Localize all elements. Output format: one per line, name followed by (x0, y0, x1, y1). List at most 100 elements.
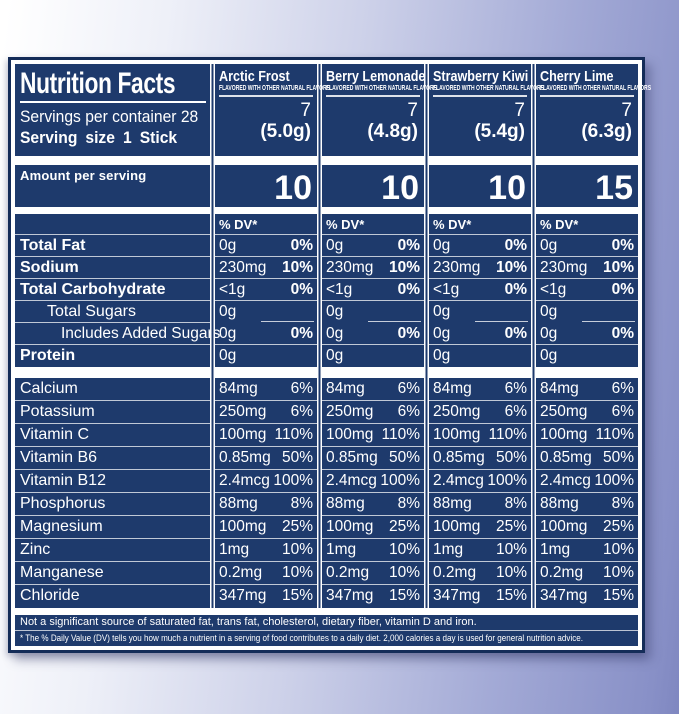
nutrient-row: Includes Added Sugars 0g 0% 0g 0% 0g 0% 0g 0% (15, 323, 638, 345)
dv-value: 6% (290, 380, 313, 397)
dv-value: 25% (602, 518, 634, 535)
separator-bar-segment (15, 367, 210, 378)
column-divider (317, 516, 322, 539)
nutrient-row: Sodium 230mg 10% 230mg 10% 230mg 10% 230mg 10% (15, 257, 638, 279)
dv-header: % DV* (322, 214, 424, 235)
column-divider (317, 214, 322, 235)
amount-value: 0.2mg (540, 564, 584, 581)
dv-value: 8% (290, 495, 313, 512)
mineral-value-cell: 250mg 6% (429, 401, 531, 424)
column-divider (424, 585, 429, 608)
mineral-rows-section: Calcium 84mg 6% 84mg 6% 84mg 6% 84mg 6% Potassium… (15, 378, 638, 608)
amount-value: 0g (540, 237, 558, 254)
flavor-servings: 7 (407, 99, 418, 121)
column-divider (531, 156, 536, 165)
mineral-value-cell: 2.4mcg 100% (429, 470, 531, 493)
amount-value: 0.85mg (219, 449, 271, 466)
column-divider (531, 493, 536, 516)
column-divider (210, 424, 215, 447)
mineral-value-cell: 88mg 8% (536, 493, 638, 516)
dv-value: 110% (488, 426, 528, 443)
dv-value: 110% (381, 426, 421, 443)
column-divider (317, 493, 322, 516)
column-divider (317, 279, 322, 301)
column-divider (531, 345, 536, 367)
mineral-label: Zinc (15, 539, 210, 562)
column-divider (210, 301, 215, 323)
column-divider (424, 562, 429, 585)
nutrient-value-cell: 230mg 10% (322, 257, 424, 279)
nutrient-value-cell: <1g 0% (536, 279, 638, 301)
mineral-row: Potassium 250mg 6% 250mg 6% 250mg 6% 250mg 6% (15, 401, 638, 424)
mineral-row: Vitamin B12 2.4mcg 100% 2.4mcg 100% 2.4mcg 100… (15, 470, 638, 493)
nutrition-facts-title: Nutrition Facts (20, 67, 176, 100)
amount-value: 347mg (219, 587, 267, 604)
column-divider (424, 279, 429, 301)
column-divider (424, 64, 429, 156)
column-divider (317, 401, 322, 424)
column-divider (210, 279, 215, 301)
column-divider (210, 447, 215, 470)
mineral-value-cell: 84mg 6% (429, 378, 531, 401)
separator-bar (15, 367, 638, 378)
nutrient-value-cell: 0g (215, 301, 317, 323)
column-divider (424, 323, 429, 345)
column-divider (317, 378, 322, 401)
column-divider (531, 562, 536, 585)
amount-value: 0g (326, 303, 344, 320)
amount-value: 0g (219, 347, 237, 364)
amount-value: 250mg (433, 403, 481, 420)
dv-value: 15% (388, 587, 420, 604)
amount-value: 0g (433, 347, 451, 364)
mineral-label: Manganese (15, 562, 210, 585)
header-divider-line (433, 95, 527, 97)
dv-value: 0% (611, 281, 634, 298)
amount-value: 0.85mg (540, 449, 592, 466)
dv-value: 6% (504, 380, 527, 397)
column-divider (531, 367, 536, 378)
flavor-serving-weight: (4.8g) (367, 120, 418, 142)
amount-value: 0.2mg (326, 564, 370, 581)
amount-value: 100mg (219, 426, 267, 443)
mineral-value-cell: 1mg 10% (322, 539, 424, 562)
amount-value: 0g (326, 347, 344, 364)
mineral-row: Zinc 1mg 10% 1mg 10% 1mg 10% 1mg 10% (15, 539, 638, 562)
dv-value: 6% (611, 403, 634, 420)
amount-value: 88mg (433, 495, 472, 512)
half-underline (260, 321, 314, 322)
column-divider (531, 257, 536, 279)
dv-value: 6% (504, 403, 527, 420)
amount-per-serving-label: Amount per serving (20, 168, 147, 183)
column-divider (210, 64, 215, 156)
dv-value: 10% (602, 564, 634, 581)
mineral-value-cell: 1mg 10% (215, 539, 317, 562)
amount-value: 250mg (326, 403, 374, 420)
column-divider (317, 323, 322, 345)
nutrient-value-cell: 0g (536, 345, 638, 367)
dv-value: 15% (602, 587, 634, 604)
separator-bar-segment (429, 156, 531, 165)
flavor-subtitle: FLAVORED WITH OTHER NATURAL FLAVORS (540, 85, 652, 92)
mineral-value-cell: 1mg 10% (429, 539, 531, 562)
amount-value: 0g (326, 325, 344, 342)
dv-value: 0% (290, 325, 313, 342)
flavor-serving-weight: (6.3g) (581, 120, 632, 142)
dv-header-spacer (15, 214, 210, 235)
column-divider (531, 323, 536, 345)
nutrient-label: Protein (20, 347, 76, 364)
dv-value: 10% (281, 564, 313, 581)
servings-per-container: Servings per container 28 (20, 107, 199, 126)
mineral-value-cell: 2.4mcg 100% (215, 470, 317, 493)
column-divider (210, 401, 215, 424)
mineral-row: Calcium 84mg 6% 84mg 6% 84mg 6% 84mg 6% (15, 378, 638, 401)
dv-value: 8% (504, 495, 527, 512)
column-divider (531, 301, 536, 323)
column-divider (210, 585, 215, 608)
column-divider (317, 447, 322, 470)
nutrient-value-cell: 0g 0% (215, 323, 317, 345)
column-divider (424, 378, 429, 401)
column-divider (531, 279, 536, 301)
column-divider (210, 539, 215, 562)
nutrient-value-cell: <1g 0% (429, 279, 531, 301)
nutrient-value-cell: 0g 0% (322, 235, 424, 257)
